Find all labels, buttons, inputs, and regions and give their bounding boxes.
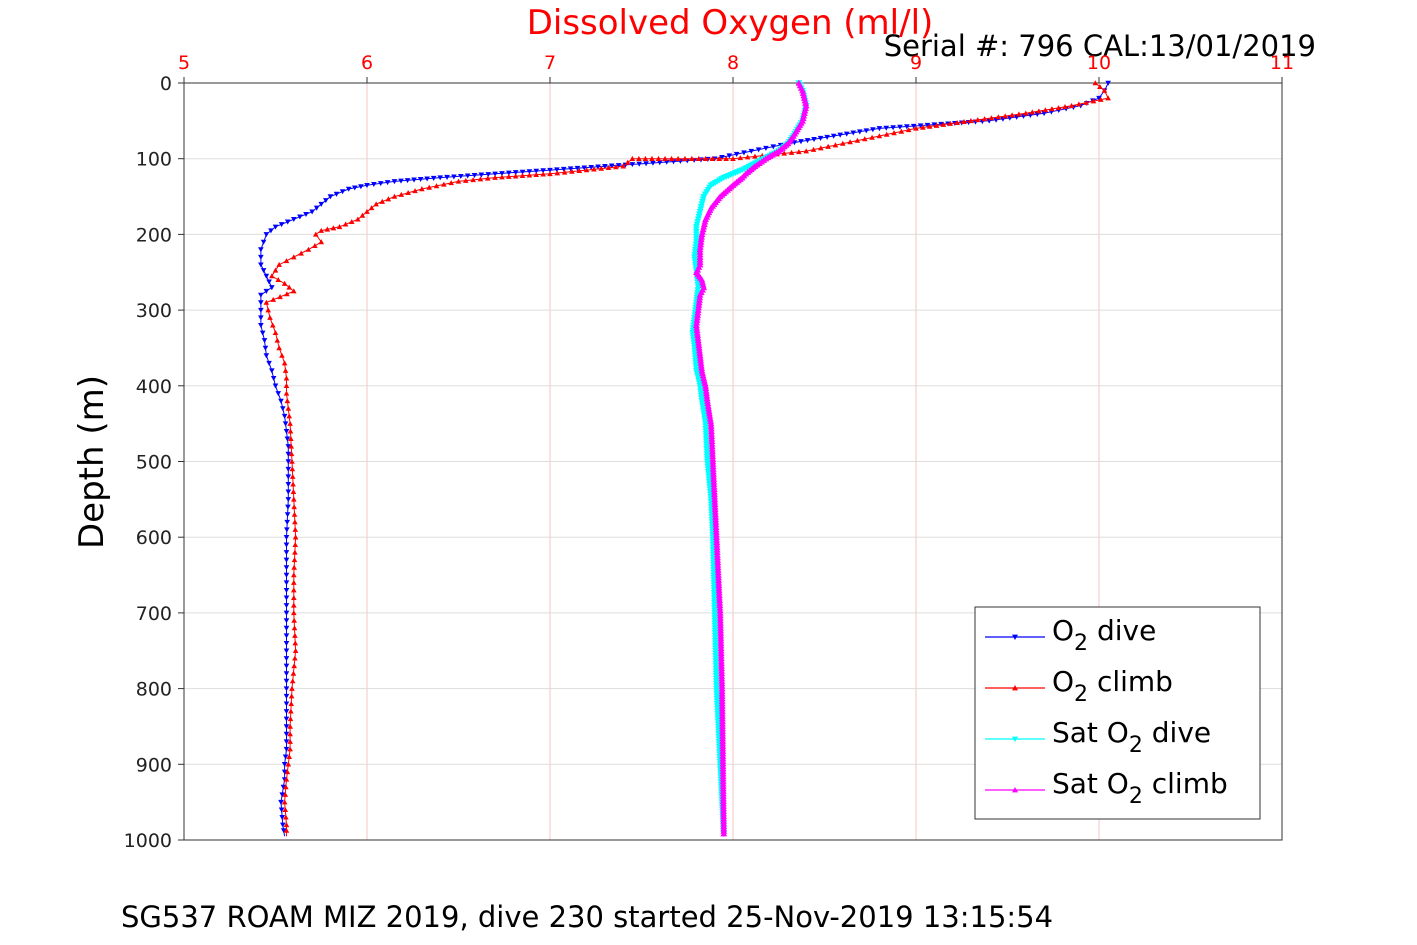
legend-label: Sat O2 dive bbox=[1052, 716, 1211, 758]
x-tick-label: 10 bbox=[1087, 52, 1111, 74]
x-axis-ticks: 5 6 7 8 9 10 11 bbox=[178, 52, 1294, 83]
x-tick-label: 9 bbox=[910, 52, 922, 74]
x-tick-label: 7 bbox=[544, 52, 556, 74]
series-2 bbox=[689, 80, 810, 838]
x-tick-label: 5 bbox=[178, 52, 190, 74]
legend-marker bbox=[1012, 685, 1018, 691]
x-tick-label: 6 bbox=[361, 52, 373, 74]
y-tick-label: 0 bbox=[160, 73, 172, 95]
legend-marker bbox=[1012, 634, 1018, 640]
y-tick-label: 400 bbox=[136, 376, 172, 398]
legend-marker bbox=[1012, 787, 1018, 793]
legend: O2 dive O2 climb Sat O2 dive Sat O2 climb bbox=[974, 606, 1261, 820]
series-layer bbox=[258, 79, 1111, 838]
y-axis-label: Depth (m) bbox=[72, 375, 112, 549]
y-tick-label: 100 bbox=[136, 149, 172, 171]
x-tick-label: 11 bbox=[1270, 52, 1294, 74]
y-tick-label: 200 bbox=[136, 224, 172, 246]
legend-box bbox=[974, 606, 1261, 820]
grid-lines bbox=[184, 83, 1282, 840]
legend-label: Sat O2 climb bbox=[1052, 767, 1228, 809]
legend-label: O2 climb bbox=[1052, 665, 1173, 707]
series-line bbox=[695, 82, 808, 837]
chart-title: Dissolved Oxygen (ml/l) bbox=[527, 3, 934, 43]
footer-caption: SG537 ROAM MIZ 2019, dive 230 started 25… bbox=[121, 900, 1053, 934]
legend-label: O2 dive bbox=[1052, 614, 1156, 656]
series-3 bbox=[693, 79, 810, 837]
y-axis-ticks: 0 100 200 300 400 500 600 700 800 900 1000 bbox=[124, 73, 184, 852]
series-1 bbox=[263, 80, 1111, 837]
legend-marker bbox=[1012, 736, 1018, 742]
y-tick-label: 500 bbox=[136, 452, 172, 474]
y-tick-label: 900 bbox=[136, 754, 172, 776]
x-tick-label: 8 bbox=[727, 52, 739, 74]
series-line bbox=[265, 82, 1109, 837]
y-tick-label: 600 bbox=[136, 527, 172, 549]
y-tick-label: 700 bbox=[136, 603, 172, 625]
chart-subtitle: Serial #: 796 CAL:13/01/2019 bbox=[884, 29, 1316, 63]
y-tick-label: 1000 bbox=[124, 830, 172, 852]
y-tick-label: 800 bbox=[136, 679, 172, 701]
y-tick-label: 300 bbox=[136, 300, 172, 322]
